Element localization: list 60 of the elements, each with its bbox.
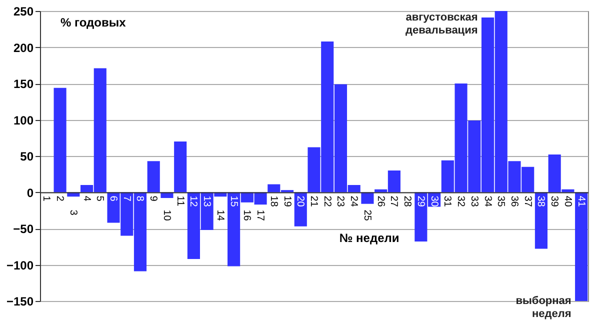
x-tick-label: 22 (321, 196, 332, 208)
y-tick-label: 50 (20, 150, 34, 164)
x-tick-label: 20 (294, 196, 306, 208)
x-tick-label: 32 (455, 196, 466, 208)
x-tick-label: 9 (148, 196, 159, 202)
x-tick-label: 26 (374, 196, 386, 208)
y-tick-label: −100 (6, 258, 34, 272)
x-tick-label: 7 (120, 196, 132, 202)
x-tick-label: 34 (482, 196, 493, 208)
bar (534, 192, 548, 249)
y-axis-title: % годовых (60, 16, 126, 30)
x-tick-label: 31 (442, 196, 453, 208)
y-tick-label: 100 (13, 113, 34, 128)
x-tick-label: 39 (548, 196, 560, 208)
x-tick-label: 14 (214, 210, 226, 222)
x-tick-label: 36 (508, 196, 520, 208)
x-tick-label: 5 (94, 196, 106, 202)
y-tick-label: 150 (13, 77, 34, 91)
x-tick-label: 33 (468, 196, 480, 208)
x-tick-label: 35 (495, 196, 506, 208)
x-tick-label: 8 (134, 196, 146, 202)
y-tick-label: −50 (13, 222, 34, 236)
x-tick-label: 6 (108, 196, 119, 202)
y-tick-label: −150 (6, 294, 34, 308)
x-tick-label: 17 (254, 210, 266, 222)
x-axis-title: № недели (339, 230, 400, 245)
bar (174, 142, 187, 192)
x-tick-label: 40 (562, 196, 573, 208)
x-tick-label: 30 (428, 196, 440, 208)
x-tick-label: 23 (334, 196, 346, 208)
x-tick-label: 37 (522, 196, 533, 208)
x-tick-label: 29 (414, 196, 426, 208)
x-tick-label: 13 (201, 196, 212, 208)
x-tick-label: 4 (80, 196, 92, 202)
annotation: августовская девальвация (405, 12, 478, 37)
bar (575, 192, 588, 301)
bar (147, 161, 160, 192)
x-tick-label: 1 (40, 196, 52, 202)
x-tick-label: 25 (361, 210, 372, 222)
bar (54, 88, 66, 192)
x-tick-label: 2 (54, 196, 66, 202)
x-tick-label: 15 (228, 196, 239, 208)
y-tick-label: 200 (13, 40, 34, 55)
annotation: выборная неделя (516, 295, 572, 320)
x-tick-label: 28 (402, 196, 413, 208)
x-tick-label: 38 (535, 196, 546, 208)
x-tick-label: 41 (575, 196, 586, 208)
x-tick-label: 24 (348, 196, 360, 208)
x-tick-label: 19 (281, 196, 292, 208)
bar (361, 192, 374, 204)
y-tick-label: 250 (13, 4, 34, 18)
x-tick-label: 11 (174, 196, 186, 207)
x-tick-label: 12 (188, 196, 199, 208)
x-tick-label: 16 (241, 210, 252, 222)
x-tick-label: 10 (160, 210, 172, 222)
x-tick-label: 27 (388, 196, 400, 208)
x-tick-label: 3 (67, 210, 78, 216)
x-tick-label: 21 (308, 196, 319, 208)
x-tick-label: 18 (268, 196, 279, 208)
y-tick-label: 0 (26, 186, 34, 200)
